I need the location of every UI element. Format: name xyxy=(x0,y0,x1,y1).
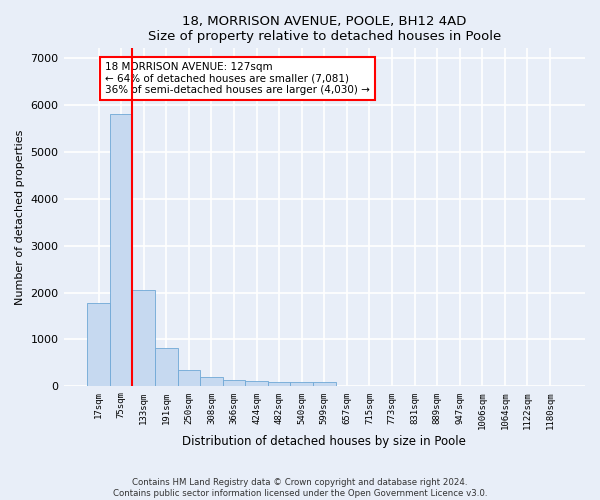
Bar xyxy=(133,290,155,386)
X-axis label: Distribution of detached houses by size in Poole: Distribution of detached houses by size … xyxy=(182,434,466,448)
Text: Contains HM Land Registry data © Crown copyright and database right 2024.
Contai: Contains HM Land Registry data © Crown c… xyxy=(113,478,487,498)
Bar xyxy=(290,382,313,386)
Bar xyxy=(155,348,178,387)
Title: 18, MORRISON AVENUE, POOLE, BH12 4AD
Size of property relative to detached house: 18, MORRISON AVENUE, POOLE, BH12 4AD Siz… xyxy=(148,15,501,43)
Bar xyxy=(223,380,245,386)
Y-axis label: Number of detached properties: Number of detached properties xyxy=(15,130,25,305)
Text: 18 MORRISON AVENUE: 127sqm
← 64% of detached houses are smaller (7,081)
36% of s: 18 MORRISON AVENUE: 127sqm ← 64% of deta… xyxy=(105,62,370,95)
Bar xyxy=(200,378,223,386)
Bar xyxy=(178,370,200,386)
Bar xyxy=(110,114,133,386)
Bar xyxy=(245,381,268,386)
Bar xyxy=(87,303,110,386)
Bar xyxy=(313,382,335,386)
Bar xyxy=(268,382,290,386)
